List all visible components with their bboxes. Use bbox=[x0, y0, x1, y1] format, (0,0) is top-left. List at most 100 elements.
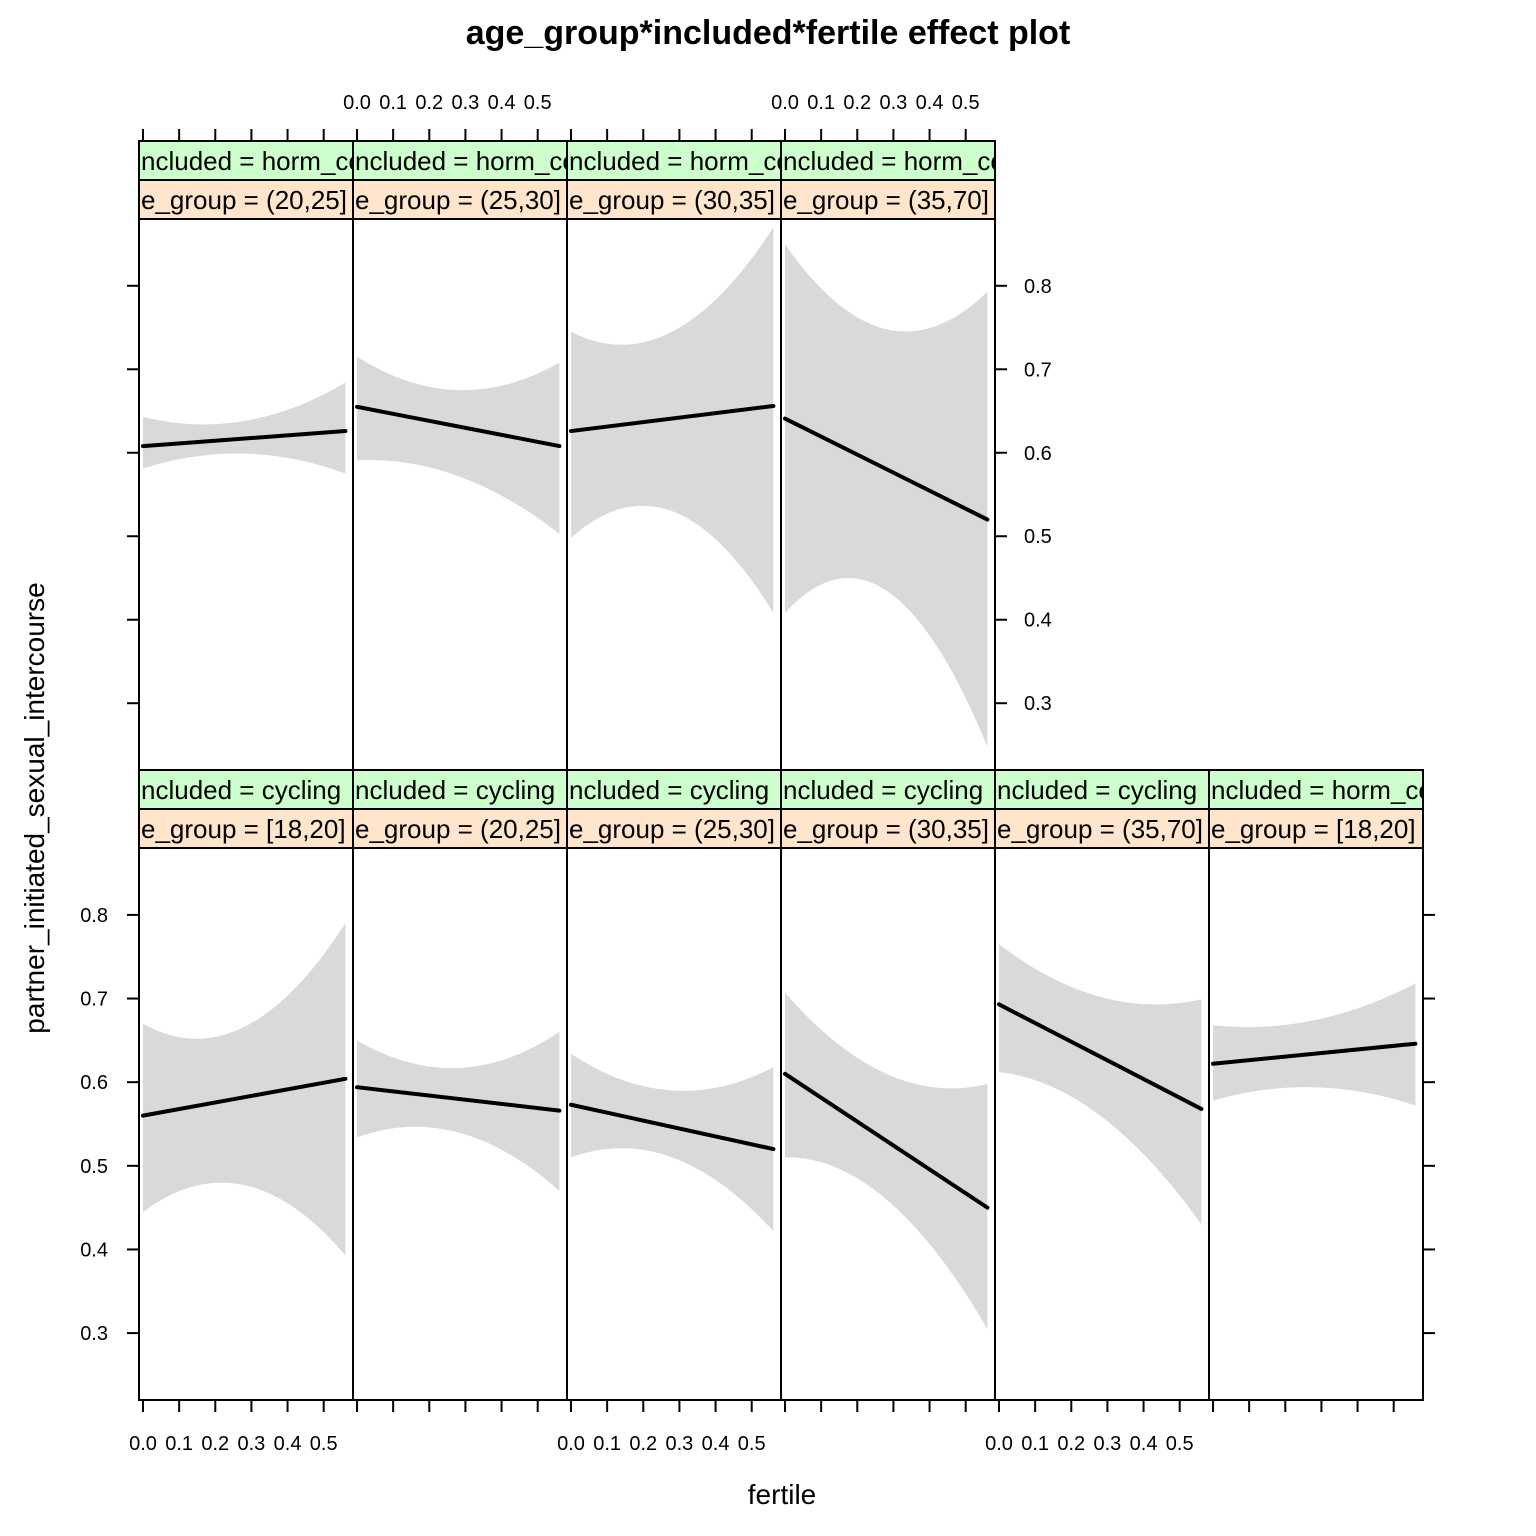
strip-age-group bbox=[352, 808, 568, 849]
confidence-band bbox=[143, 382, 346, 474]
strip-age-group-label: e_group = (30,35] bbox=[783, 814, 989, 844]
x-tick-label: 0.1 bbox=[379, 92, 407, 114]
y-tick-label: 0.8 bbox=[80, 905, 108, 927]
x-tick-label: 0.2 bbox=[415, 92, 443, 114]
effect-line bbox=[141, 429, 348, 449]
strip-age-group-label: e_group = (20,25] bbox=[355, 814, 561, 844]
effect-line bbox=[1211, 1041, 1418, 1066]
strip-age-group-label: e_group = [18,20] bbox=[141, 814, 346, 844]
y-tick-label: 0.8 bbox=[1024, 276, 1052, 298]
x-tick-label: 0.3 bbox=[452, 92, 480, 114]
x-tick-label: 0.1 bbox=[165, 1433, 193, 1455]
strip-age-group bbox=[994, 808, 1210, 849]
y-tick-label: 0.5 bbox=[80, 1156, 108, 1178]
effect-line bbox=[141, 1076, 348, 1118]
strip-included-label: ncluded = cycling bbox=[997, 775, 1197, 805]
strip-age-group bbox=[566, 179, 782, 220]
x-tick-label: 0.0 bbox=[771, 92, 799, 114]
x-tick-label: 0.1 bbox=[1021, 1433, 1049, 1455]
strip-included-label: ncluded = cycling bbox=[141, 775, 341, 805]
x-tick-label: 0.3 bbox=[880, 92, 908, 114]
x-tick-label: 0.3 bbox=[666, 1433, 694, 1455]
y-tick-label: 0.6 bbox=[1024, 443, 1052, 465]
panel: ncluded = horm_contra e_group = (30,35] bbox=[566, 140, 836, 771]
effect-line bbox=[569, 404, 776, 434]
x-tick-label: 0.0 bbox=[985, 1433, 1013, 1455]
x-tick-label: 0.1 bbox=[593, 1433, 621, 1455]
x-tick-label: 0.4 bbox=[916, 92, 944, 114]
effect-line bbox=[355, 1085, 562, 1113]
strip-age-group-label: e_group = (20,25] bbox=[141, 185, 347, 215]
x-tick-label: 0.4 bbox=[702, 1433, 730, 1455]
strip-included-label: ncluded = horm_contra bbox=[569, 146, 836, 176]
panel: ncluded = cycling e_group = (30,35] bbox=[780, 769, 996, 1401]
effect-line bbox=[783, 1071, 990, 1210]
strip-included-label: ncluded = horm_contra bbox=[1211, 775, 1478, 805]
panel: ncluded = horm_contra e_group = [18,20] bbox=[1208, 769, 1478, 1401]
x-tick-label: 0.2 bbox=[843, 92, 871, 114]
x-tick-label: 0.4 bbox=[274, 1433, 302, 1455]
x-tick-label: 0.5 bbox=[1166, 1433, 1194, 1455]
x-tick-label: 0.1 bbox=[807, 92, 835, 114]
y-tick-label: 0.7 bbox=[1024, 359, 1052, 381]
strip-included bbox=[566, 769, 782, 810]
strip-included bbox=[780, 140, 996, 181]
x-tick-label: 0.5 bbox=[310, 1433, 338, 1455]
effect-line bbox=[783, 416, 990, 522]
panel: ncluded = horm_contra e_group = (35,70] bbox=[780, 140, 1050, 771]
y-tick-label: 0.4 bbox=[80, 1239, 108, 1261]
effect-line bbox=[355, 404, 562, 449]
strip-age-group-label: e_group = (25,30] bbox=[355, 185, 561, 215]
panel: ncluded = horm_contra e_group = (25,30] bbox=[352, 140, 622, 771]
strip-age-group-label: e_group = [18,20] bbox=[1211, 814, 1416, 844]
x-tick-label: 0.5 bbox=[952, 92, 980, 114]
confidence-band bbox=[571, 1053, 774, 1232]
x-tick-label: 0.3 bbox=[1094, 1433, 1122, 1455]
strip-age-group bbox=[566, 808, 782, 849]
strip-included-label: ncluded = horm_contra bbox=[783, 146, 1050, 176]
confidence-band bbox=[1213, 983, 1416, 1106]
strip-included-label: ncluded = horm_contra bbox=[141, 146, 408, 176]
y-tick-label: 0.3 bbox=[1024, 693, 1052, 715]
x-tick-label: 0.0 bbox=[557, 1433, 585, 1455]
effect-line bbox=[997, 1002, 1204, 1111]
strip-included bbox=[352, 769, 568, 810]
confidence-band bbox=[999, 944, 1202, 1225]
panel-frame bbox=[780, 140, 996, 771]
y-tick-label: 0.6 bbox=[80, 1072, 108, 1094]
panel: ncluded = cycling e_group = [18,20] bbox=[138, 769, 354, 1401]
confidence-band bbox=[785, 244, 988, 747]
y-tick-label: 0.4 bbox=[1024, 610, 1052, 632]
strip-included-label: ncluded = cycling bbox=[783, 775, 983, 805]
y-tick-label: 0.7 bbox=[80, 989, 108, 1011]
panel: ncluded = cycling e_group = (25,30] bbox=[566, 769, 782, 1401]
y-axis-label: partner_initiated_sexual_intercourse bbox=[19, 582, 50, 1033]
strip-age-group-label: e_group = (35,70] bbox=[997, 814, 1203, 844]
panel-frame bbox=[1208, 769, 1424, 1401]
x-tick-label: 0.0 bbox=[129, 1433, 157, 1455]
strip-included-label: ncluded = cycling bbox=[355, 775, 555, 805]
confidence-band bbox=[357, 1032, 560, 1191]
chart-title: age_group*included*fertile effect plot bbox=[466, 14, 1071, 52]
confidence-band bbox=[785, 992, 988, 1329]
x-tick-label: 0.2 bbox=[629, 1433, 657, 1455]
x-tick-label: 0.4 bbox=[1130, 1433, 1158, 1455]
strip-age-group-label: e_group = (30,35] bbox=[569, 185, 775, 215]
x-tick-label: 0.5 bbox=[738, 1433, 766, 1455]
x-axis-label: fertile bbox=[748, 1479, 816, 1510]
strip-included-label: ncluded = cycling bbox=[569, 775, 769, 805]
x-tick-label: 0.0 bbox=[343, 92, 371, 114]
x-tick-label: 0.2 bbox=[1057, 1433, 1085, 1455]
confidence-band bbox=[143, 923, 346, 1256]
panel: ncluded = cycling e_group = (35,70] bbox=[994, 769, 1210, 1401]
effect-line bbox=[569, 1102, 776, 1152]
strip-included-label: ncluded = horm_contra bbox=[355, 146, 622, 176]
axes: 0.0 0.1 0.2 0.3 0.4 0.5 0.0 0.1 0.2 0.3 0.4 0.5 0.0 0… bbox=[80, 92, 1435, 1455]
x-tick-label: 0.2 bbox=[201, 1433, 229, 1455]
strip-age-group-label: e_group = (25,30] bbox=[569, 814, 775, 844]
x-tick-label: 0.5 bbox=[524, 92, 552, 114]
strip-age-group bbox=[780, 179, 996, 220]
strip-age-group-label: e_group = (35,70] bbox=[783, 185, 989, 215]
